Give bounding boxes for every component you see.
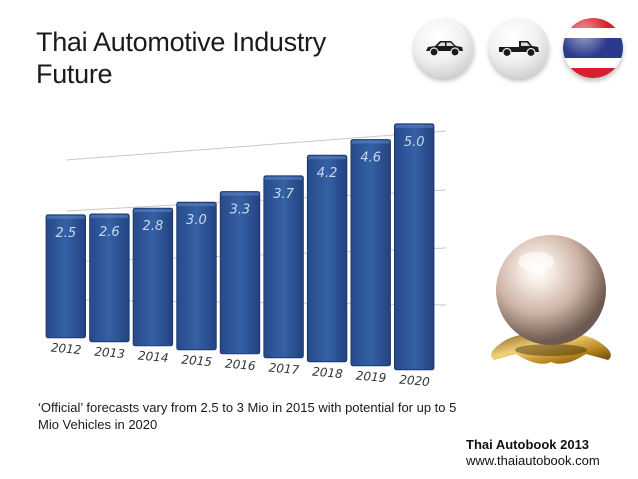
bar-2019 <box>350 139 391 367</box>
value-label: 3.0 <box>186 213 207 228</box>
title-line-2: Future <box>36 59 113 89</box>
bar-2018 <box>306 154 348 363</box>
value-label: 2.8 <box>143 219 164 234</box>
pickup-truck-icon <box>489 18 549 78</box>
value-label: 4.6 <box>360 151 381 166</box>
bar-highlight <box>264 176 303 180</box>
title-line-1: Thai Automotive Industry <box>36 27 326 57</box>
bar-highlight <box>395 124 433 128</box>
bar-highlight <box>90 214 129 218</box>
bar-highlight <box>177 203 216 207</box>
sedan-car-icon <box>414 18 474 78</box>
category-label: 2014 <box>137 349 169 366</box>
category-label: 2019 <box>355 369 387 386</box>
bar-2013 <box>89 213 130 343</box>
value-label: 2.6 <box>99 225 120 240</box>
category-label: 2015 <box>181 353 213 370</box>
category-label: 2020 <box>399 373 431 390</box>
value-label: 2.5 <box>55 226 76 241</box>
category-label: 2016 <box>225 357 257 374</box>
bar-highlight <box>308 156 346 160</box>
category-label: 2017 <box>268 361 300 378</box>
value-label: 3.7 <box>273 187 294 202</box>
value-label: 5.0 <box>404 135 425 150</box>
bar-2012 <box>45 214 86 339</box>
bar-2016 <box>219 191 261 355</box>
category-label: 2012 <box>50 341 82 358</box>
credit-name: Thai Autobook 2013 <box>466 437 590 452</box>
bar-2020 <box>393 123 435 371</box>
bar-highlight <box>351 140 390 144</box>
value-label: 4.2 <box>317 166 338 181</box>
category-label: 2013 <box>94 345 126 362</box>
thailand-flag-icon <box>563 18 623 78</box>
value-label: 3.3 <box>230 203 251 218</box>
bar-highlight <box>134 209 172 213</box>
bar-highlight <box>221 192 259 196</box>
chart-caption: ‘Official’ forecasts vary from 2.5 to 3 … <box>38 400 457 432</box>
bar-2014 <box>132 207 174 347</box>
crystal-ball-image <box>476 222 626 372</box>
bar-2017 <box>263 175 304 359</box>
gridline <box>65 130 447 161</box>
bar-highlight <box>47 215 85 219</box>
page-title: Thai Automotive Industry Future <box>36 26 396 90</box>
bar-2015 <box>176 201 217 351</box>
source-credit: Thai Autobook 2013 www.thaiautobook.com <box>466 437 636 469</box>
category-label: 2018 <box>312 365 344 382</box>
credit-url: www.thaiautobook.com <box>466 453 600 468</box>
